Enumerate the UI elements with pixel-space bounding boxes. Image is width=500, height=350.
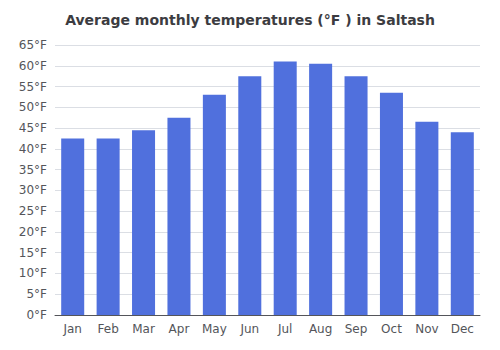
svg-text:Feb: Feb — [98, 322, 119, 336]
svg-text:25°F: 25°F — [19, 204, 47, 218]
svg-text:Mar: Mar — [132, 322, 155, 336]
svg-text:50°F: 50°F — [19, 100, 47, 114]
svg-text:Jan: Jan — [62, 322, 82, 336]
svg-text:Dec: Dec — [451, 322, 474, 336]
svg-text:Oct: Oct — [381, 322, 402, 336]
svg-text:60°F: 60°F — [19, 59, 47, 73]
svg-text:Average monthly temperatures (: Average monthly temperatures (°F ) in Sa… — [65, 12, 435, 28]
svg-text:20°F: 20°F — [19, 225, 47, 239]
svg-text:15°F: 15°F — [19, 246, 47, 260]
svg-text:Sep: Sep — [345, 322, 368, 336]
svg-text:Jun: Jun — [239, 322, 259, 336]
svg-text:10°F: 10°F — [19, 266, 47, 280]
svg-text:0°F: 0°F — [26, 308, 47, 322]
svg-text:Aug: Aug — [309, 322, 332, 336]
svg-text:45°F: 45°F — [19, 121, 47, 135]
svg-text:35°F: 35°F — [19, 163, 47, 177]
svg-text:40°F: 40°F — [19, 142, 47, 156]
svg-text:May: May — [202, 322, 227, 336]
svg-text:Jul: Jul — [277, 322, 292, 336]
svg-text:Nov: Nov — [415, 322, 438, 336]
svg-text:65°F: 65°F — [19, 38, 47, 52]
svg-text:55°F: 55°F — [19, 80, 47, 94]
svg-text:5°F: 5°F — [26, 287, 47, 301]
svg-text:Apr: Apr — [169, 322, 190, 336]
svg-text:30°F: 30°F — [19, 183, 47, 197]
